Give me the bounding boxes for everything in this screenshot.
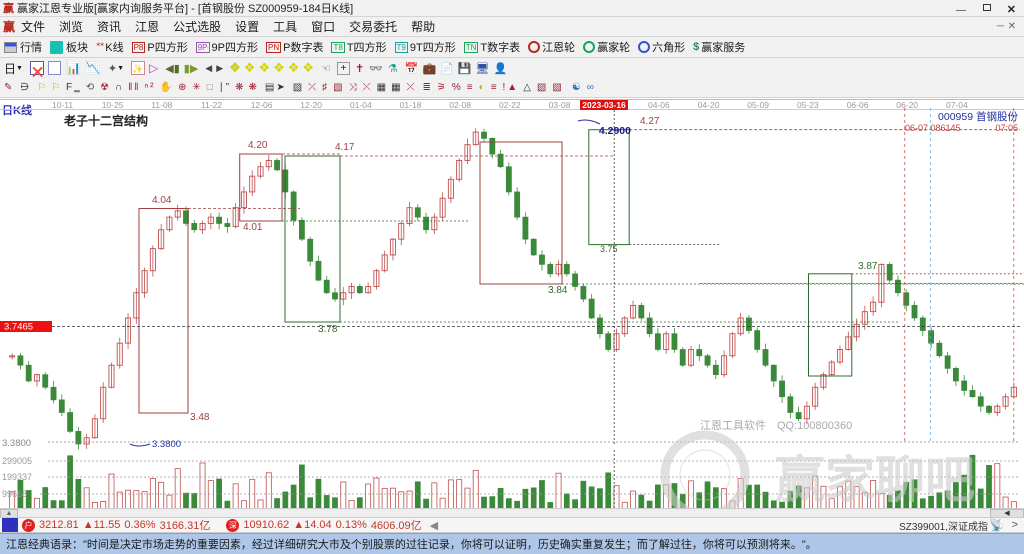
svg-text:赢家聊吧: 赢家聊吧 [775,452,975,508]
